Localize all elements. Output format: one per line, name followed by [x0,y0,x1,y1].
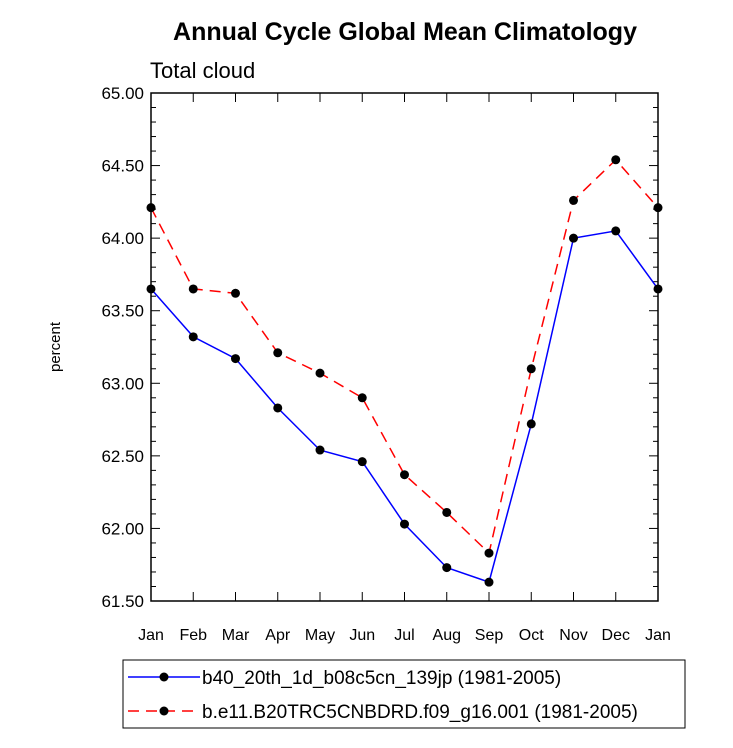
data-point-series-1 [442,563,452,573]
x-tick-label: Apr [265,627,291,644]
chart-title: Annual Cycle Global Mean Climatology [173,18,637,46]
y-tick-label: 64.50 [101,157,144,176]
data-point-series-2 [484,548,494,558]
legend: b40_20th_1d_b08c5cn_139jp (1981-2005) b.… [122,659,686,729]
data-point-series-1 [357,457,367,467]
series-line-1 [150,230,659,584]
x-tick-labels: Jan Feb Mar Apr May Jun Jul Aug Sep Oct Nov Dec Jan [138,627,671,644]
x-tick-label: Jun [349,627,375,644]
data-point-series-2 [273,348,283,358]
data-point-series-1 [231,354,240,364]
x-tick-label: Jul [394,627,414,644]
legend-label-series-1: b40_20th_1d_b08c5cn_139jp (1981-2005) [202,668,561,689]
data-point-series-2 [526,364,536,374]
x-tick-label: Aug [433,627,461,644]
x-tick-label: Oct [519,627,544,644]
data-point-series-1 [484,577,494,587]
data-point-series-2 [188,284,198,294]
data-point-series-2 [146,203,156,213]
x-tick-label: Sep [475,627,504,644]
data-point-series-2 [400,470,409,480]
y-tick-label: 64.00 [101,229,144,248]
data-point-series-1 [569,233,578,243]
data-point-series-1 [273,403,283,413]
y-tick-label: 63.00 [101,374,144,393]
y-tick-label: 65.00 [101,84,144,103]
legend-label-series-2: b.e11.B20TRC5CNBDRD.f09_g16.001 (1981-20… [202,702,638,723]
y-axis-label: percent [47,321,64,372]
x-tick-label: Mar [222,627,250,644]
data-point-series-2 [231,288,240,298]
x-tick-label: Jan [138,627,164,644]
data-point-series-2 [442,507,452,517]
x-tick-label: Dec [602,627,630,644]
chart-subtitle: Total cloud [150,58,255,83]
x-tick-label: May [305,627,335,644]
legend-marker-series-1 [159,672,169,682]
data-point-series-2 [611,155,621,165]
data-point-series-2 [653,203,663,213]
data-point-series-2 [357,393,367,403]
y-tick-labels: 61.50 62.00 62.50 63.00 63.50 64.00 64.50 65.00 [101,84,144,611]
data-point-series-2 [569,195,578,205]
data-point-series-1 [653,284,663,294]
legend-marker-series-2 [159,706,169,716]
x-tick-label: Nov [559,627,587,644]
data-point-series-1 [526,419,536,429]
data-point-series-1 [400,519,409,529]
y-tick-label: 63.50 [101,302,144,321]
y-tick-label: 62.00 [101,519,144,538]
data-point-series-1 [611,226,621,236]
data-point-series-1 [315,445,325,455]
series-layer [146,155,663,587]
data-point-series-2 [315,368,325,378]
series-line-2 [150,158,659,555]
legend-box [122,659,686,729]
data-point-series-1 [188,332,198,342]
axis-ticks [150,92,659,602]
data-point-series-1 [146,284,156,294]
x-tick-label: Feb [179,627,207,644]
x-tick-label: Jan [645,627,671,644]
y-tick-label: 61.50 [101,592,144,611]
y-tick-label: 62.50 [101,447,144,466]
